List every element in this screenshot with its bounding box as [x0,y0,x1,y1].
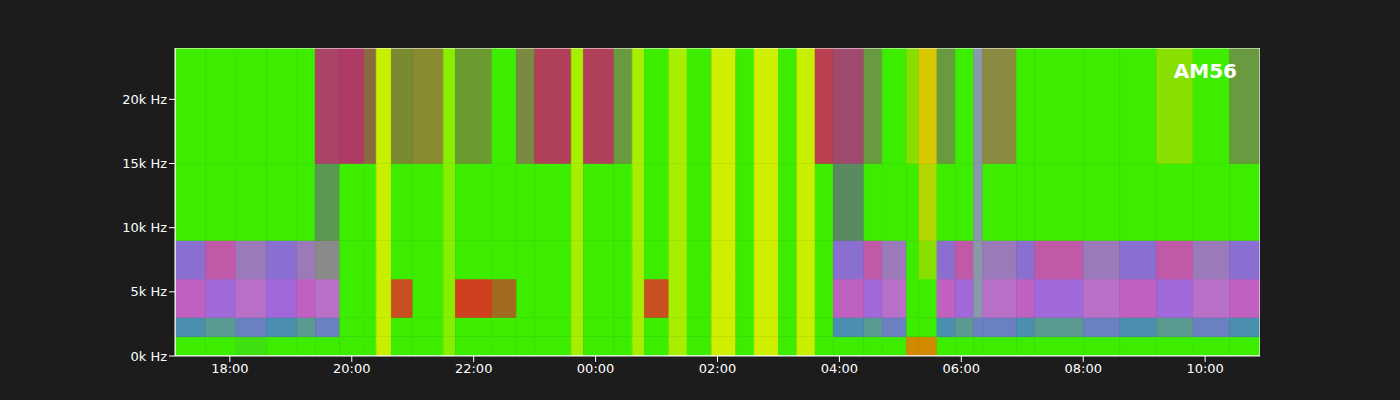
html-text:AM56: AM56 [1173,59,1237,83]
svg-text:02:00: 02:00 [699,361,736,376]
svg-text:00:00: 00:00 [577,361,614,376]
svg-text:15k Hz: 15k Hz [122,156,167,171]
svg-text:0k Hz: 0k Hz [130,349,167,364]
svg-text:04:00: 04:00 [821,361,858,376]
svg-text:20k Hz: 20k Hz [122,92,167,107]
svg-text:08:00: 08:00 [1064,361,1101,376]
svg-text:22:00: 22:00 [455,361,492,376]
svg-text:20:00: 20:00 [333,361,370,376]
svg-text:10k Hz: 10k Hz [122,220,167,235]
svg-text:06:00: 06:00 [943,361,980,376]
svg-text:10:00: 10:00 [1186,361,1223,376]
svg-text:5k Hz: 5k Hz [130,284,167,299]
svg-text:18:00: 18:00 [211,361,248,376]
